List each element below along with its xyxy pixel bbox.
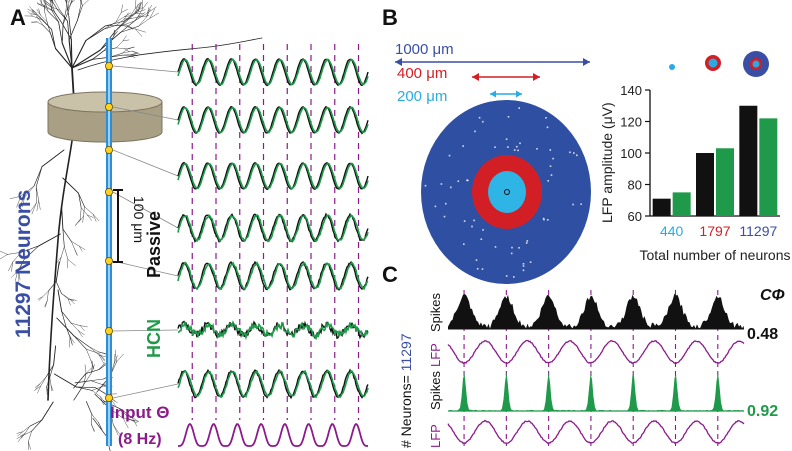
cphi-hcn-value: 0.92: [747, 403, 778, 420]
x-tick-label: 1797: [699, 223, 730, 239]
bar: [696, 153, 714, 216]
y-tick-label: 140: [620, 83, 642, 98]
radius-label-200: 200 μm: [397, 88, 447, 105]
panel-a-letter: A: [10, 5, 26, 30]
bar: [759, 118, 778, 216]
bar: [716, 148, 734, 216]
icon-440: [669, 64, 675, 70]
scale-bar: [113, 189, 123, 263]
y-axis-label: LFP amplitude (μV): [599, 102, 615, 223]
lfp-label-2: LFP: [428, 424, 443, 448]
panel-b-letter: B: [382, 5, 398, 30]
recording-axis: [106, 38, 112, 446]
input-frequency: (8 Hz): [118, 431, 162, 448]
lfp-traces-panel-a: [177, 44, 369, 447]
cphi-passive-value: 0.48: [747, 326, 778, 343]
y-tick-label: 60: [628, 209, 642, 224]
site-link-lines: [112, 65, 179, 399]
y-tick-label: 100: [620, 146, 642, 161]
x-axis-label: Total number of neurons: [640, 247, 791, 263]
population-label: 11297 Neurons: [12, 190, 35, 338]
input-label: Input Θ: [110, 403, 169, 422]
radius-label-1000: 1000 μm: [395, 41, 454, 58]
bar: [672, 192, 691, 216]
bar: [739, 105, 758, 216]
panel-c-letter: C: [382, 262, 398, 287]
spikes-lfp-panel-c: [447, 290, 745, 446]
spikes-label-1: Spikes: [428, 292, 443, 332]
neuron-count-label: # Neurons= 11297: [398, 333, 414, 448]
population-disk: [421, 100, 591, 284]
population-size-icons: [669, 51, 769, 77]
y-tick-label: 120: [620, 115, 642, 130]
y-tick-label: 80: [628, 178, 642, 193]
scale-bar-label: 100 μm: [131, 196, 147, 243]
cphi-label: CΦ: [760, 287, 785, 304]
lfp-label-1: LFP: [428, 343, 443, 367]
spikes-label-2: Spikes: [428, 370, 443, 410]
recording-sites: [105, 62, 114, 402]
lfp-amplitude-bar-chart: 60 80 100 120 140 440 1797 11297 LFP amplitude (…: [599, 83, 790, 263]
condition-hcn-label: HCN: [144, 319, 164, 358]
soma-layer-cylinder: [47, 91, 163, 143]
x-tick-label: 11297: [739, 223, 777, 239]
bar: [652, 198, 671, 216]
condition-passive-label: Passive: [144, 211, 164, 278]
radius-arrows: [395, 58, 590, 98]
x-tick-label: 440: [660, 223, 684, 239]
radius-label-400: 400 μm: [397, 65, 447, 82]
